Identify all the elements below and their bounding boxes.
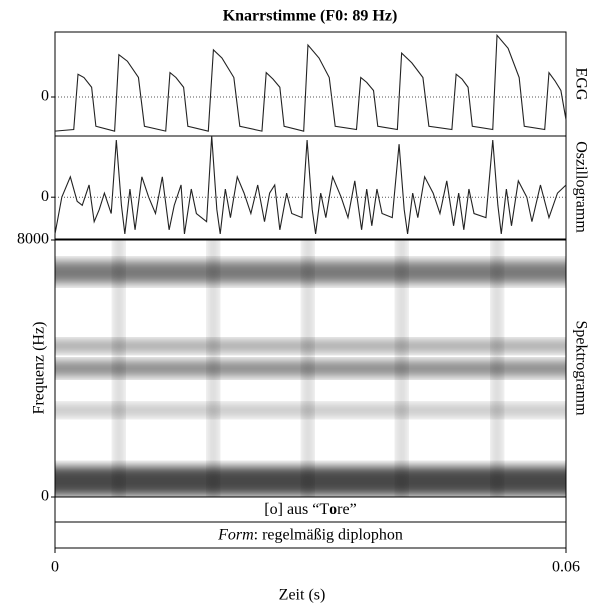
annotation-row bbox=[54, 521, 567, 549]
y-tick-label: 0 bbox=[41, 88, 49, 105]
annotation-part: : regelmäßig diplophon bbox=[254, 526, 403, 543]
panel-label: Spektrogramm bbox=[572, 320, 589, 416]
x-axis-label: Zeit (s) bbox=[279, 587, 326, 604]
spectrogram bbox=[55, 240, 566, 497]
y-tick-label: 8000 bbox=[17, 231, 49, 248]
panel-label: Oszillogramm bbox=[572, 141, 589, 233]
oscillogram-frame bbox=[54, 135, 567, 240]
annotation-part: Form bbox=[217, 526, 254, 543]
glottal-pulse bbox=[396, 240, 407, 497]
x-tick-label: 0 bbox=[51, 559, 59, 576]
annotation-part: [o] aus “T bbox=[264, 501, 329, 518]
annotation: Form: regelmäßig diplophon bbox=[217, 526, 403, 543]
y-tick-label: 0 bbox=[41, 188, 49, 205]
waveform bbox=[54, 33, 567, 132]
panel-label: EGG bbox=[572, 68, 589, 101]
glottal-pulse bbox=[302, 240, 313, 497]
glottal-pulse bbox=[113, 240, 124, 497]
y-tick-label: 0 bbox=[41, 488, 49, 505]
waveform bbox=[54, 135, 567, 235]
annotation: [o] aus “Tore” bbox=[264, 501, 356, 518]
y-axis-label: Frequenz (Hz) bbox=[31, 322, 48, 415]
glottal-pulse bbox=[492, 240, 503, 497]
x-tick-label: 0.06 bbox=[552, 559, 580, 576]
annotation-part: re” bbox=[337, 501, 357, 518]
glottal-pulse bbox=[208, 240, 219, 497]
chart-title: Knarrstimme (F0: 89 Hz) bbox=[223, 8, 398, 25]
annotation-part: o bbox=[329, 501, 337, 518]
